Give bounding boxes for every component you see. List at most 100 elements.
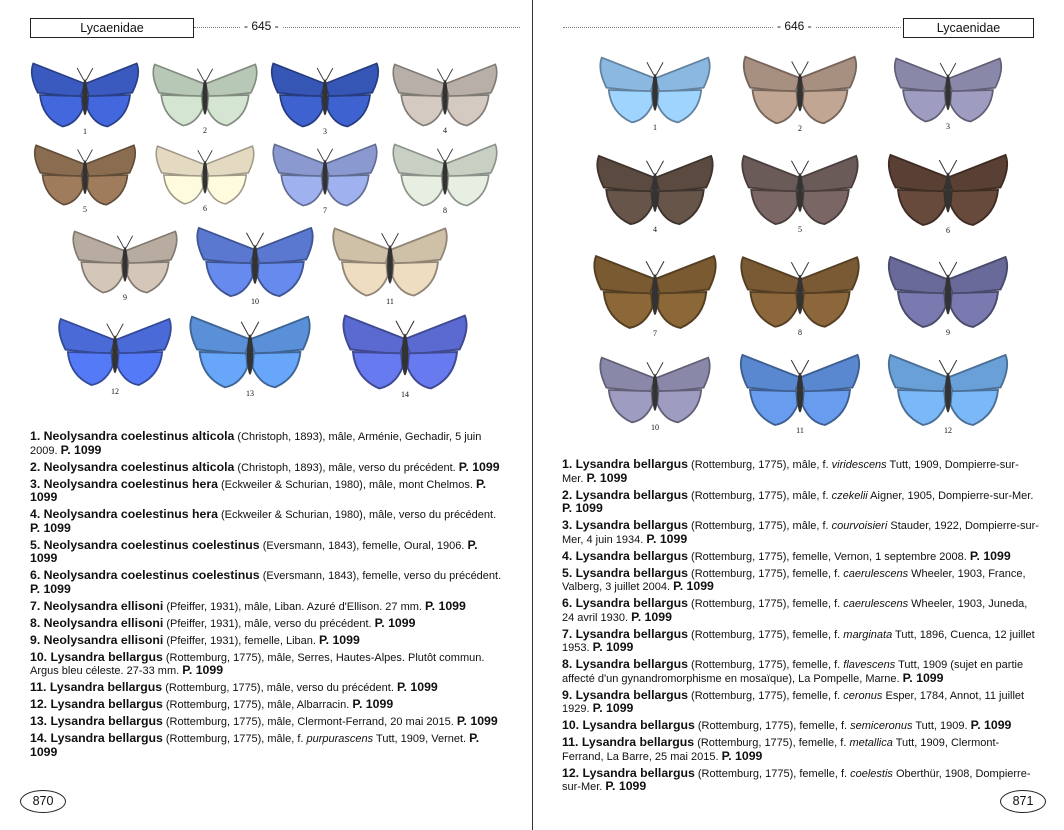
caption-text: (Pfeiffer, 1931), mâle, Liban. Azuré d'E… [163, 600, 426, 613]
figure-number: 7 [323, 206, 327, 215]
butterfly-figure [26, 59, 144, 131]
caption-entry: 14. Lysandra bellargus (Rottemburg, 1775… [30, 732, 508, 759]
page-reference: P. 1099 [456, 714, 498, 728]
caption-list: 1. Neolysandra coelestinus alticola (Chr… [30, 430, 508, 763]
caption-text: Aigner, 1905, Dompierre-sur-Mer. [867, 489, 1034, 502]
page-reference: P. 1099 [592, 640, 634, 654]
butterfly-image [741, 154, 859, 226]
species-name: 2. Lysandra bellargus [562, 487, 688, 502]
caption-text: (Rottemburg, 1775), femelle, f. [687, 628, 844, 641]
butterfly-figure [149, 60, 261, 130]
butterfly-image [742, 55, 858, 125]
species-name: 11. Lysandra bellargus [30, 680, 163, 694]
caption-entry: 10. Lysandra bellargus (Rottemburg, 1775… [30, 649, 508, 678]
species-name: 14. Lysandra bellargus [30, 731, 163, 745]
caption-text: Tutt, 1909 (sujet en partie affecté d'un… [562, 659, 1024, 685]
header-rule [563, 27, 901, 28]
form-name: purpurascens [306, 733, 374, 745]
butterfly-image [189, 315, 311, 389]
butterfly-image [270, 62, 380, 128]
figure-number: 12 [944, 426, 952, 435]
species-name: 8. Lysandra bellargus [562, 657, 688, 671]
caption-entry: 1. Neolysandra coelestinus alticola (Chr… [30, 430, 508, 457]
figure-number: 8 [443, 206, 447, 215]
species-name: 4. Neolysandra coelestinus hera [30, 507, 218, 521]
caption-entry: 8. Lysandra bellargus (Rottemburg, 1775)… [562, 658, 1040, 685]
caption-entry: 1. Lysandra bellargus (Rottemburg, 1775)… [562, 458, 1040, 485]
butterfly-image [152, 63, 258, 127]
caption-entry: 6. Neolysandra coelestinus coelestinus (… [30, 569, 508, 596]
butterfly-figure [737, 350, 863, 430]
page-reference: P. 1099 [30, 520, 71, 535]
page-reference: P. 1099 [969, 548, 1011, 563]
caption-text: (Rottemburg, 1775), femelle, f. [694, 737, 850, 749]
caption-text: Wheeler, 1903, France, Valberg, 3 juille… [562, 567, 1026, 594]
caption-entry: 12. Lysandra bellargus (Rottemburg, 1775… [30, 698, 508, 712]
butterfly-image [599, 56, 711, 124]
page-reference: P. 1099 [586, 470, 628, 485]
page-reference: P. 1099 [425, 598, 466, 613]
page-reference: P. 1099 [352, 697, 394, 711]
caption-entry: 9. Lysandra bellargus (Rottemburg, 1775)… [562, 687, 1040, 716]
butterfly-image [887, 353, 1009, 426]
figure-number: 10 [251, 297, 259, 306]
form-name: ceronus [843, 689, 883, 702]
butterfly-figure [151, 142, 259, 208]
page-reference: P. 1099 [562, 501, 603, 515]
caption-text: (Pfeiffer, 1931), femelle, Liban. [163, 634, 319, 647]
caption-text: (Eversmann, 1843), femelle, Oural, 1906. [259, 539, 468, 552]
figure-number: 5 [798, 225, 802, 234]
book-spine [532, 0, 533, 830]
caption-text: (Rottemburg, 1775), femelle, f. [687, 567, 844, 580]
form-name: czekelii [831, 489, 868, 502]
figure-number: 4 [443, 126, 447, 135]
form-name: semiceronus [850, 720, 913, 732]
butterfly-figure [885, 252, 1011, 332]
butterfly-image [887, 255, 1009, 328]
butterfly-figure [187, 311, 313, 393]
figure-number: 1 [83, 127, 87, 136]
page-reference: P. 1099 [631, 609, 672, 624]
caption-text: (Rottemburg, 1775), femelle, f. [694, 767, 851, 780]
figure-number: 2 [203, 126, 207, 135]
butterfly-image [392, 63, 498, 127]
caption-text: (Rottemburg, 1775), femelle, f. [687, 598, 844, 610]
caption-text: Tutt, 1896, Cuenca, 12 juillet 1953. [562, 628, 1035, 655]
species-name: 5. Lysandra bellargus [562, 565, 688, 580]
butterfly-figure [389, 60, 501, 130]
header-rule [194, 27, 520, 28]
page-reference: P. 1099 [592, 701, 634, 715]
butterfly-image [30, 62, 140, 128]
caption-entry: 8. Neolysandra ellisoni (Pfeiffer, 1931)… [30, 616, 508, 631]
caption-text: (Rottemburg, 1775), mâle, f. [687, 459, 832, 471]
caption-text: (Rottemburg, 1775), femelle, Vernon, 1 s… [687, 550, 970, 563]
caption-text: (Christoph, 1893), mâle, Arménie, Gechad… [30, 431, 482, 457]
species-name: 4. Lysandra bellargus [562, 548, 688, 563]
butterfly-image [739, 353, 861, 426]
butterfly-image [33, 144, 137, 206]
caption-entry: 3. Neolysandra coelestinus hera (Eckweil… [30, 477, 508, 505]
running-head-family: Lycaenidae [30, 18, 194, 38]
caption-entry: 7. Neolysandra ellisoni (Pfeiffer, 1931)… [30, 598, 508, 614]
form-name: marginata [843, 628, 893, 641]
page-reference: P. 1099 [458, 459, 500, 474]
butterfly-image [740, 256, 860, 328]
caption-entry: 11. Lysandra bellargus (Rottemburg, 1775… [30, 681, 508, 695]
butterfly-figure [738, 151, 862, 229]
species-name: 12. Lysandra bellargus [30, 697, 163, 711]
butterfly-figure [340, 310, 470, 394]
species-name: 10. Lysandra bellargus [30, 649, 163, 664]
species-name: 12. Lysandra bellargus [562, 765, 695, 780]
caption-entry: 10. Lysandra bellargus (Rottemburg, 1775… [562, 719, 1040, 733]
butterfly-image [196, 226, 314, 298]
species-name: 9. Neolysandra ellisoni [30, 632, 164, 647]
butterfly-image [593, 254, 717, 329]
caption-entry: 3. Lysandra bellargus (Rottemburg, 1775)… [562, 519, 1040, 546]
species-name: 2. Neolysandra coelestinus alticola [30, 459, 235, 474]
butterfly-image [599, 356, 711, 424]
species-name: 9. Lysandra bellargus [562, 687, 688, 702]
figure-number: 3 [323, 127, 327, 136]
butterfly-image [272, 143, 378, 207]
page-reference: P. 1099 [673, 579, 714, 593]
caption-text: (Rottemburg, 1775), mâle, Serres, Hautes… [30, 651, 485, 678]
